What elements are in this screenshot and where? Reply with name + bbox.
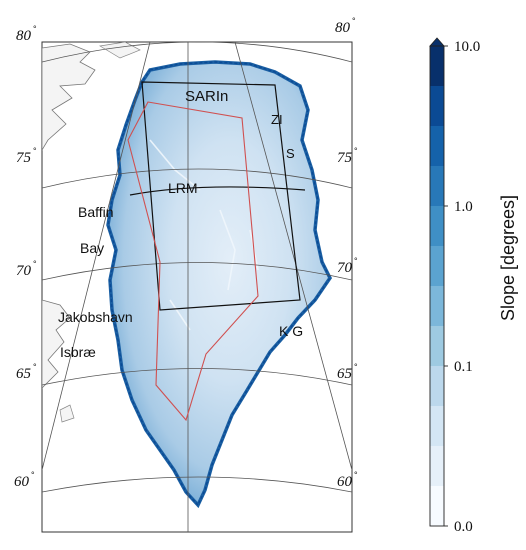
degree-symbol-icon: ° <box>33 259 37 269</box>
colorbar-bands <box>430 46 444 527</box>
degree-symbol-icon: ° <box>354 256 358 266</box>
colorbar-band <box>430 366 444 407</box>
lat80-left-label: 80 <box>16 28 32 44</box>
colorbar-band <box>430 46 444 87</box>
degree-symbol-icon: ° <box>352 16 356 26</box>
lat65-left-label: 65 <box>16 366 32 382</box>
degree-symbol-icon: ° <box>354 470 358 480</box>
label-zi: ZI <box>271 112 283 127</box>
lat75-right-label: 75 <box>337 150 353 166</box>
label-lrm: LRM <box>168 180 198 196</box>
degree-symbol-icon: ° <box>354 362 358 372</box>
label-sarin: SARIn <box>185 88 228 105</box>
colorbar-title: Slope [degrees] <box>498 195 518 321</box>
lat60-right-label: 60 <box>337 474 353 490</box>
label-bay: Bay <box>80 240 104 256</box>
colorbar-band <box>430 486 444 527</box>
colorbar-band <box>430 286 444 327</box>
degree-symbol-icon: ° <box>33 146 37 156</box>
colorbar-ticks: 10.0 1.0 0.1 0.0 <box>444 39 480 535</box>
colorbar-tick-label: 1.0 <box>454 199 473 215</box>
lat65-right-label: 65 <box>337 366 353 382</box>
ice-divide-streaks <box>149 139 259 331</box>
label-baffin: Baffin <box>78 204 114 220</box>
degree-symbol-icon: ° <box>33 24 37 34</box>
lat60-left-label: 60 <box>14 474 30 490</box>
colorbar-outline <box>429 45 445 527</box>
colorbar-band <box>430 406 444 447</box>
degree-symbol-icon: ° <box>31 470 35 480</box>
label-s: S <box>286 146 295 161</box>
colorbar-band <box>430 206 444 247</box>
colorbar-band <box>430 326 444 367</box>
colorbar-extend-arrow-icon <box>429 37 445 47</box>
colorbar-band <box>430 446 444 487</box>
lat70-left-label: 70 <box>16 263 32 279</box>
colorbar-band <box>430 246 444 287</box>
lat70-right-label: 70 <box>337 260 353 276</box>
latitude-lines <box>42 42 352 493</box>
colorbar-tick-label: 0.1 <box>454 359 473 375</box>
colorbar-band <box>430 126 444 167</box>
degree-symbol-icon: ° <box>33 362 37 372</box>
map-panel: SARIn LRM ZI S K G Baffin Bay Jakobshavn… <box>14 16 358 533</box>
graticule-labels: 80 80 75 75 70 70 65 65 60 60 ° ° ° ° ° … <box>14 16 358 490</box>
label-isbrae: Isbræ <box>60 344 96 360</box>
degree-symbol-icon: ° <box>354 146 358 156</box>
study-area-outline <box>127 101 259 422</box>
mode-boundaries <box>129 81 306 311</box>
colorbar-tick-label: 10.0 <box>454 39 480 55</box>
label-kg: K G <box>279 323 303 339</box>
meridian-lines <box>42 42 352 532</box>
coastal-margin <box>107 61 331 507</box>
colorbar: 10.0 1.0 0.1 0.0 Slope [degrees] <box>429 37 518 535</box>
lat80-right-label: 80 <box>335 20 351 36</box>
colorbar-tick-label: 0.0 <box>454 519 473 535</box>
lat75-left-label: 75 <box>16 150 32 166</box>
colorbar-band <box>430 86 444 127</box>
canada-islands <box>59 42 141 423</box>
colorbar-band <box>430 166 444 207</box>
label-jakobshavn: Jakobshavn <box>58 309 133 325</box>
